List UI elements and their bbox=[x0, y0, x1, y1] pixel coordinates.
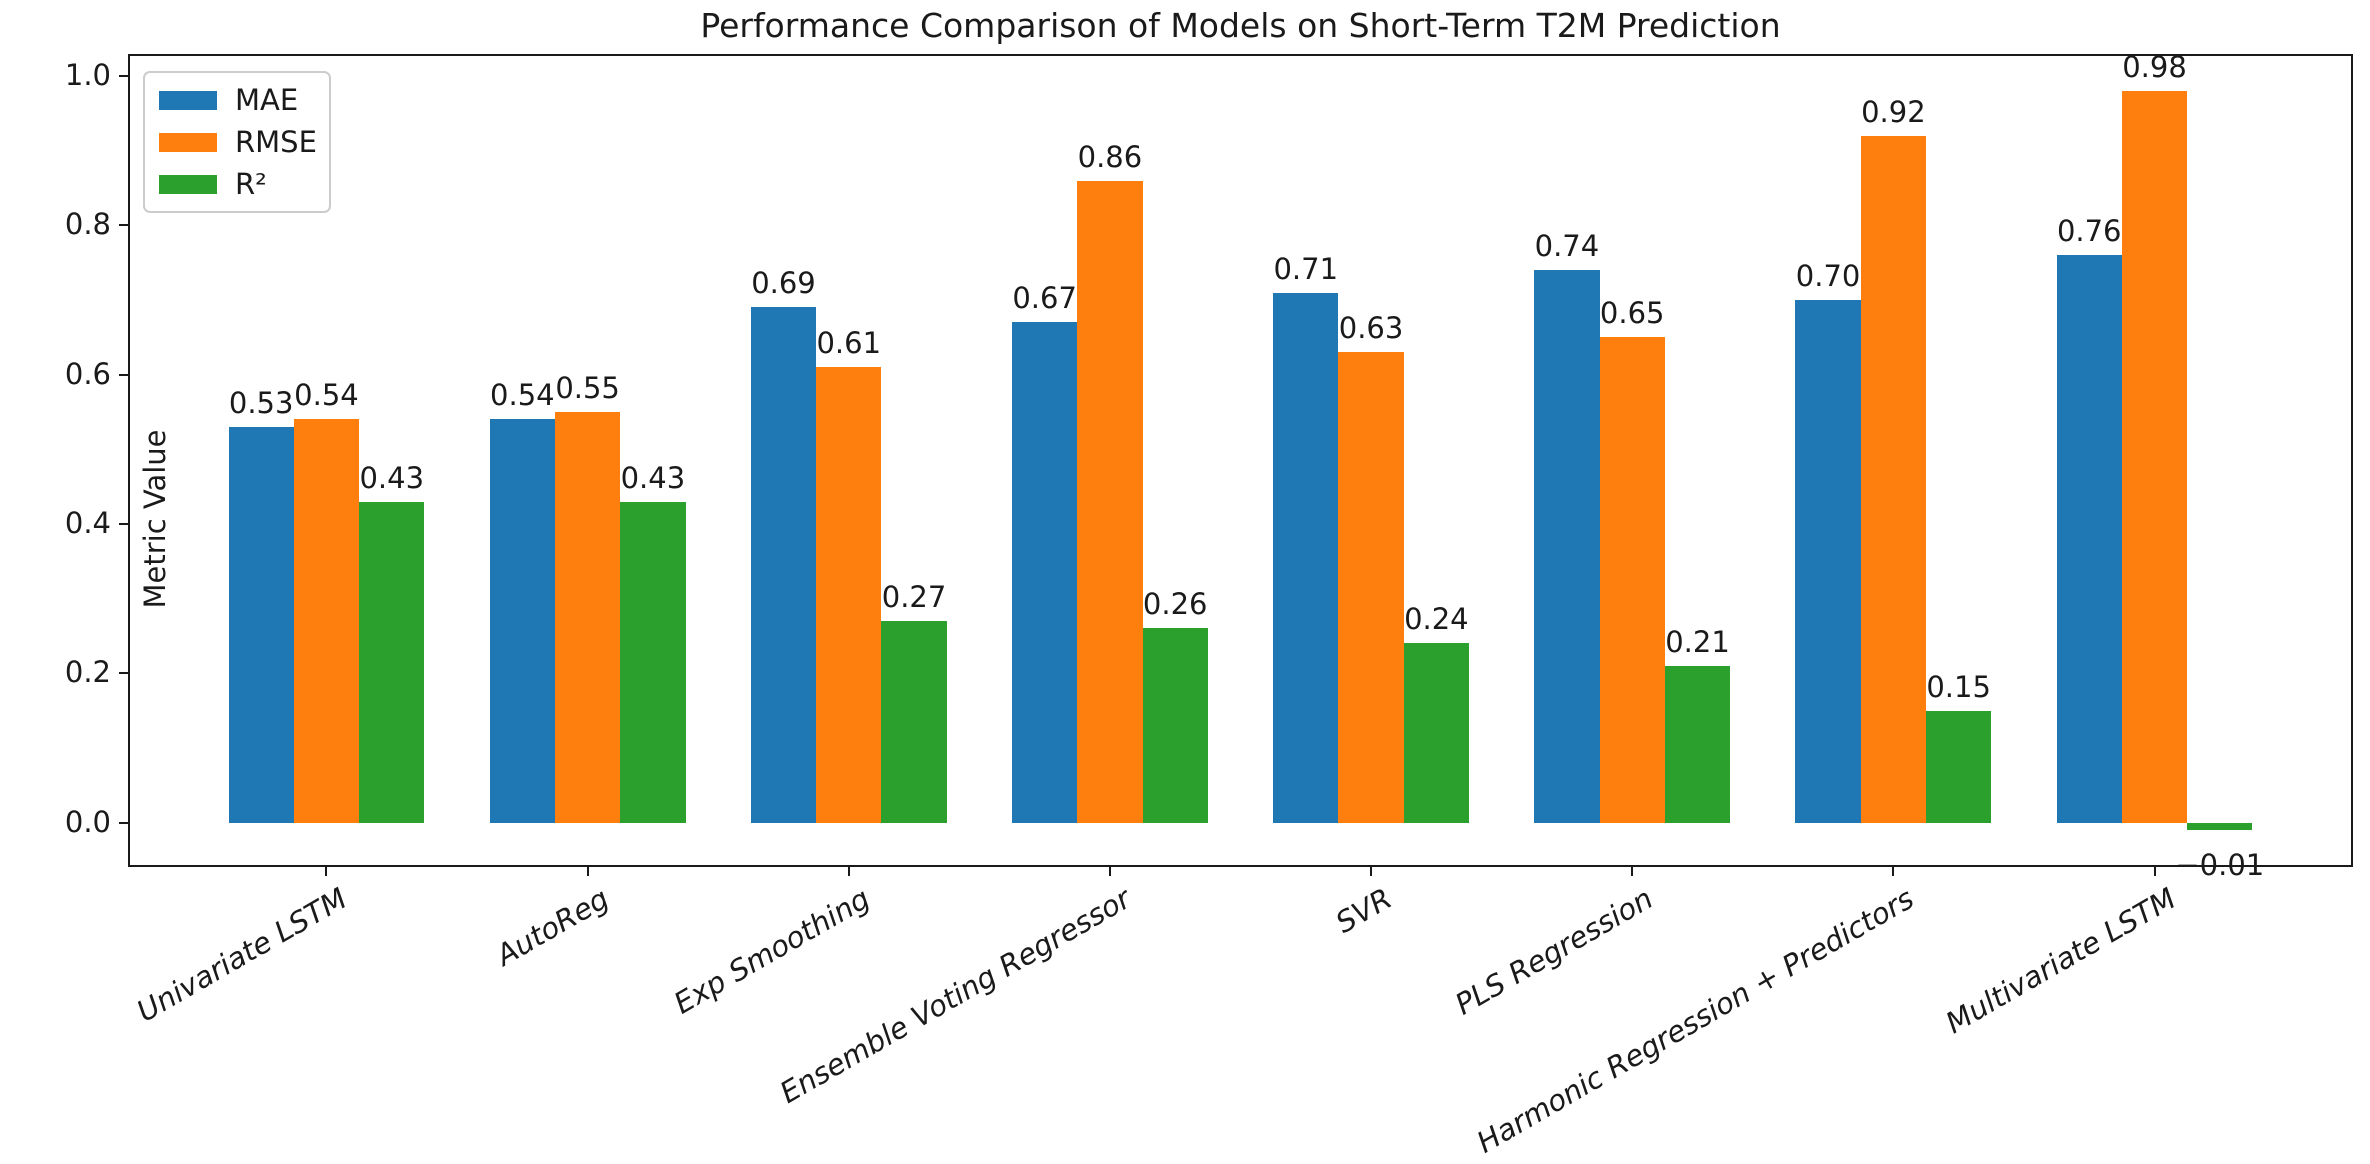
legend: MAE RMSE R² bbox=[143, 71, 331, 213]
bar-value-label: 0.76 bbox=[2056, 214, 2122, 249]
bar-value-label: 0.24 bbox=[1404, 602, 1469, 637]
x-axis-tick bbox=[1370, 867, 1373, 876]
x-tick-label: Univariate LSTM bbox=[131, 881, 353, 1029]
bar-value-label: 0.65 bbox=[1599, 296, 1665, 331]
bar-value-label: 0.43 bbox=[620, 460, 686, 495]
bar-value-label: 0.67 bbox=[1012, 281, 1077, 316]
bar-r bbox=[2187, 822, 2253, 831]
x-tick-label: Ensemble Voting Regressor bbox=[774, 881, 1137, 1110]
bar-r bbox=[881, 621, 947, 823]
y-axis-tick bbox=[119, 672, 128, 675]
legend-swatch-icon bbox=[159, 90, 217, 110]
bar-r bbox=[1926, 710, 1992, 823]
legend-item: R² bbox=[159, 169, 315, 199]
bar-mae bbox=[228, 426, 294, 823]
x-tick-label: AutoReg bbox=[489, 881, 615, 973]
x-axis-tick bbox=[1108, 867, 1111, 876]
bar-rmse bbox=[816, 367, 882, 823]
legend-item: MAE bbox=[159, 85, 315, 115]
bar-rmse bbox=[1599, 337, 1665, 823]
bar-r bbox=[1403, 643, 1469, 823]
bar-mae bbox=[750, 307, 817, 823]
bar-value-label: 0.74 bbox=[1534, 229, 1600, 264]
plot-area: Metric Value bbox=[128, 54, 2353, 867]
legend-label: RMSE bbox=[235, 125, 317, 159]
bar-mae bbox=[489, 419, 555, 823]
bar-rmse bbox=[293, 419, 360, 823]
bar-value-label: 0.70 bbox=[1795, 258, 1861, 293]
bar-r bbox=[359, 501, 425, 823]
bar-value-label: 0.92 bbox=[1861, 94, 1926, 129]
bar-r bbox=[1664, 665, 1731, 823]
bar-mae bbox=[1273, 292, 1339, 823]
bar-value-label: 0.98 bbox=[2122, 49, 2187, 84]
bar-mae bbox=[1534, 270, 1600, 823]
y-axis-tick bbox=[119, 224, 128, 227]
bar-mae bbox=[2056, 255, 2122, 823]
bar-rmse bbox=[2121, 90, 2188, 823]
x-tick-label: PLS Regression bbox=[1449, 881, 1659, 1022]
bar-value-label: 0.53 bbox=[228, 385, 294, 420]
bar-rmse bbox=[554, 411, 621, 823]
bar-value-label: 0.15 bbox=[1926, 669, 1991, 704]
x-axis-tick bbox=[586, 867, 589, 876]
x-axis-tick bbox=[2153, 867, 2156, 876]
bar-value-label: 0.61 bbox=[816, 326, 882, 361]
bar-value-label: 0.63 bbox=[1338, 311, 1404, 346]
x-axis-tick bbox=[325, 867, 328, 876]
legend-label: MAE bbox=[235, 83, 299, 117]
y-axis-tick bbox=[119, 75, 128, 78]
y-axis-tick bbox=[119, 522, 128, 525]
chart-title: Performance Comparison of Models on Shor… bbox=[700, 6, 1781, 45]
x-tick-label: SVR bbox=[1329, 881, 1398, 940]
y-tick-label: 0.2 bbox=[64, 655, 111, 690]
bar-rmse bbox=[1860, 135, 1926, 823]
bar-r bbox=[620, 501, 686, 823]
y-tick-label: 0.6 bbox=[64, 356, 111, 391]
x-axis-tick bbox=[1892, 867, 1895, 876]
y-axis-tick bbox=[119, 373, 128, 376]
x-tick-label: Multivariate LSTM bbox=[1939, 881, 2182, 1041]
bar-value-label: −0.01 bbox=[2175, 848, 2265, 883]
bar-rmse bbox=[1338, 352, 1404, 823]
bar-value-label: 0.55 bbox=[555, 370, 620, 405]
bar-value-label: 0.43 bbox=[359, 460, 425, 495]
x-axis-tick bbox=[847, 867, 850, 876]
legend-swatch-icon bbox=[159, 132, 217, 152]
y-tick-label: 0.8 bbox=[64, 207, 111, 242]
y-tick-label: 0.4 bbox=[64, 505, 111, 540]
bar-value-label: 0.71 bbox=[1273, 251, 1339, 286]
bar-value-label: 0.21 bbox=[1665, 624, 1730, 659]
legend-label: R² bbox=[235, 167, 267, 201]
bar-value-label: 0.69 bbox=[751, 266, 816, 301]
x-tick-label: Harmonic Regression + Predictors bbox=[1471, 881, 1920, 1160]
x-tick-label: Exp Smoothing bbox=[667, 881, 876, 1021]
bar-value-label: 0.86 bbox=[1077, 139, 1143, 174]
y-tick-label: 0.0 bbox=[64, 804, 111, 839]
y-axis-label: Metric Value bbox=[138, 429, 172, 609]
bar-mae bbox=[1011, 322, 1078, 823]
bar-value-label: 0.54 bbox=[490, 378, 555, 413]
bar-mae bbox=[1795, 299, 1861, 823]
legend-swatch-icon bbox=[159, 174, 217, 194]
legend-item: RMSE bbox=[159, 125, 317, 159]
y-axis-tick bbox=[119, 821, 128, 824]
bar-value-label: 0.26 bbox=[1142, 587, 1208, 622]
y-tick-label: 1.0 bbox=[64, 58, 111, 93]
bar-r bbox=[1142, 628, 1208, 823]
x-axis-tick bbox=[1631, 867, 1634, 876]
bar-value-label: 0.27 bbox=[881, 580, 947, 614]
bar-value-label: 0.54 bbox=[294, 378, 359, 413]
bar-rmse bbox=[1077, 180, 1143, 823]
